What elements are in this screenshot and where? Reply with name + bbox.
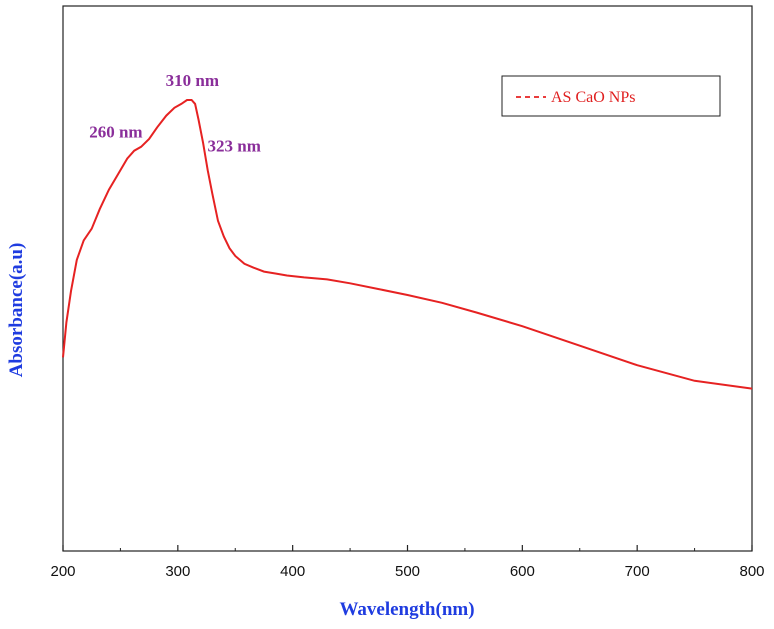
x-tick-label-400: 400	[280, 563, 305, 580]
x-axis-tick-labels: 200 300 400 500 600 700 800	[50, 563, 764, 580]
annotation-323-nm: 323 nm	[208, 137, 261, 156]
x-tick-label-600: 600	[510, 563, 535, 580]
x-tick-label-800: 800	[739, 563, 764, 580]
y-axis-title: Absorbance(a.u)	[6, 243, 27, 378]
annotation-310-nm: 310 nm	[166, 71, 219, 90]
x-tick-label-500: 500	[395, 563, 420, 580]
legend-label-as-cao-nps: AS CaO NPs	[551, 89, 635, 106]
x-axis-ticks	[62, 545, 753, 551]
x-axis-title: Wavelength(nm)	[339, 599, 474, 620]
x-tick-label-700: 700	[625, 563, 650, 580]
legend-box	[501, 75, 721, 117]
series-line-as-cao-nps	[62, 99, 753, 390]
peak-annotations: 310 nm 260 nm 323 nm	[89, 71, 261, 156]
x-tick-label-300: 300	[165, 563, 190, 580]
legend: AS CaO NPs	[501, 75, 721, 117]
annotation-260-nm: 260 nm	[89, 123, 142, 142]
x-tick-label-200: 200	[50, 563, 75, 580]
